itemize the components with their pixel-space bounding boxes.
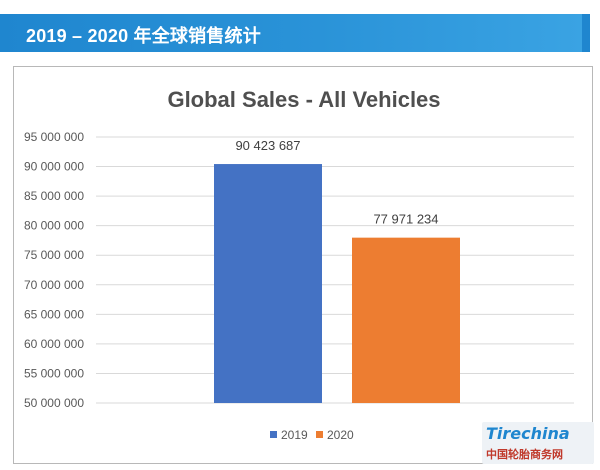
y-tick-label: 75 000 000: [24, 248, 84, 262]
y-tick-label: 85 000 000: [24, 189, 84, 203]
y-tick-label: 65 000 000: [24, 307, 84, 321]
legend-swatch-2020: [316, 431, 323, 438]
bar-chart: Global Sales - All Vehicles 50 000 000 55 …: [24, 87, 574, 442]
bar-2019: [214, 164, 322, 403]
y-tick-label: 70 000 000: [24, 278, 84, 292]
y-tick-label: 80 000 000: [24, 219, 84, 233]
legend-label-2019: 2019: [281, 428, 308, 442]
y-tick-label: 50 000 000: [24, 396, 84, 410]
slide-title: 2019 – 2020 年全球销售统计: [26, 26, 261, 46]
y-tick-label: 55 000 000: [24, 366, 84, 380]
legend-swatch-2019: [270, 431, 277, 438]
watermark-text: 中国轮胎商务网: [486, 448, 563, 461]
data-label-2019: 90 423 687: [235, 138, 300, 153]
y-tick-label: 90 000 000: [24, 160, 84, 174]
slide-header: 2019 – 2020 年全球销售统计: [0, 14, 590, 52]
y-tick-label: 60 000 000: [24, 337, 84, 351]
chart-frame: Global Sales - All Vehicles 50 000 000 55 …: [13, 66, 593, 464]
bar-2020: [352, 237, 460, 403]
chart-title: Global Sales - All Vehicles: [167, 87, 440, 112]
y-tick-label: 95 000 000: [24, 130, 84, 144]
watermark-logo: Tirechina: [486, 424, 570, 443]
data-label-2020: 77 971 234: [373, 212, 438, 227]
legend-label-2020: 2020: [327, 428, 354, 442]
watermark: Tirechina 中国轮胎商务网: [482, 422, 594, 464]
